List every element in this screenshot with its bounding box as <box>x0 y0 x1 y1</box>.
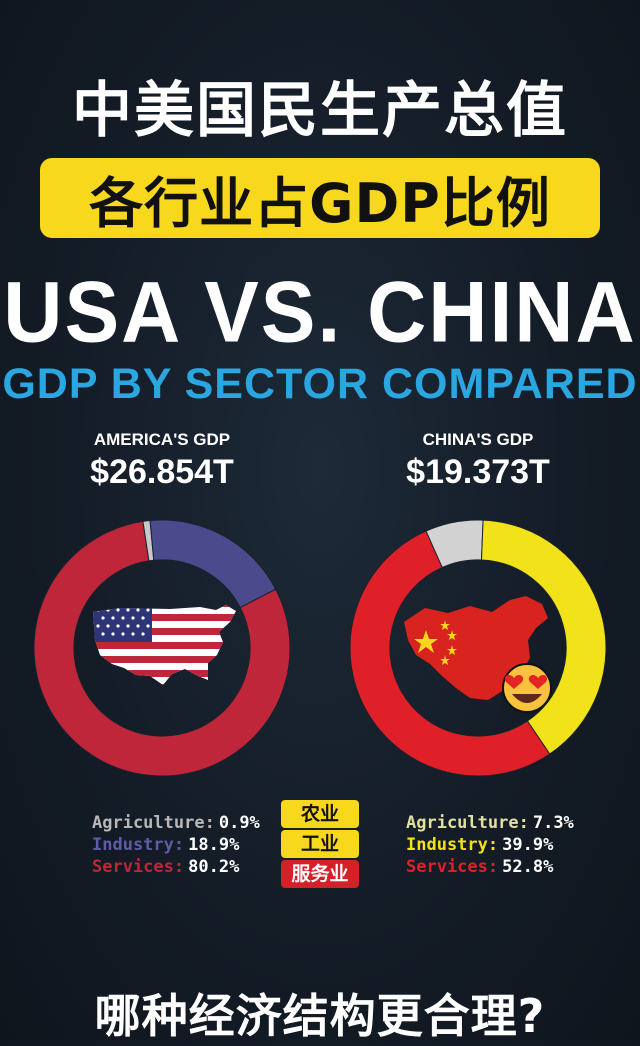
legend-value: 80.2% <box>188 857 240 877</box>
tag-agriculture: 农业 <box>281 800 359 828</box>
tag-services: 服务业 <box>281 860 359 888</box>
subtitle-text: 各行业占GDP比例 <box>89 171 551 235</box>
china-donut-chart <box>349 519 607 777</box>
usa-legend-services: Services: 80.2% <box>92 857 240 877</box>
usa-donut-chart <box>33 519 291 777</box>
legend-label: Services <box>92 857 174 877</box>
usa-legend: Agriculture: 0.9% Industry: 18.9% Services… <box>92 812 260 878</box>
subtitle-banner: 各行业占GDP比例 <box>40 158 600 238</box>
heart-eyes-emoji-icon <box>502 663 552 713</box>
china-gdp-label: CHINA'S GDP <box>422 430 534 449</box>
china-legend-agriculture: Agriculture: 7.3% <box>406 813 574 833</box>
usa-map-flag-icon <box>93 605 236 685</box>
china-legend-services: Services: 52.8% <box>406 857 554 877</box>
legend-value: 39.9% <box>502 835 554 855</box>
legend-label: Agriculture <box>406 813 519 833</box>
comparison-subtitle: GDP BY SECTOR COMPARED <box>2 360 638 408</box>
usa-slice-industry <box>149 519 277 609</box>
china-legend: Agriculture: 7.3% Industry: 39.9% Services… <box>406 812 574 878</box>
footer-question: 哪种经济结构更合理? <box>94 989 546 1043</box>
legend-label: Services <box>406 857 488 877</box>
donut-charts <box>33 519 607 777</box>
tag-industry: 工业 <box>281 830 359 858</box>
usa-gdp-label: AMERICA'S GDP <box>93 430 231 449</box>
china-slice-industry <box>480 519 607 755</box>
comparison-title: USA VS. CHINA <box>3 264 637 361</box>
legend-value: 0.9% <box>218 813 260 833</box>
china-slice-services <box>349 530 551 777</box>
legend-value: 7.3% <box>532 813 574 833</box>
usa-legend-industry: Industry: 18.9% <box>92 835 240 855</box>
usa-gdp-total: $26.854T <box>90 453 234 491</box>
legend-value: 18.9% <box>188 835 240 855</box>
legend-label: Industry <box>406 835 488 855</box>
usa-slice-services <box>33 520 291 777</box>
legend-label: Agriculture <box>92 813 205 833</box>
china-legend-industry: Industry: 39.9% <box>406 835 554 855</box>
legend-label: Industry <box>92 835 174 855</box>
usa-legend-agriculture: Agriculture: 0.9% <box>92 813 260 833</box>
page-title: 中美国民生产总值 <box>72 76 568 146</box>
china-gdp-total: $19.373T <box>406 453 550 491</box>
legend-value: 52.8% <box>502 857 554 877</box>
